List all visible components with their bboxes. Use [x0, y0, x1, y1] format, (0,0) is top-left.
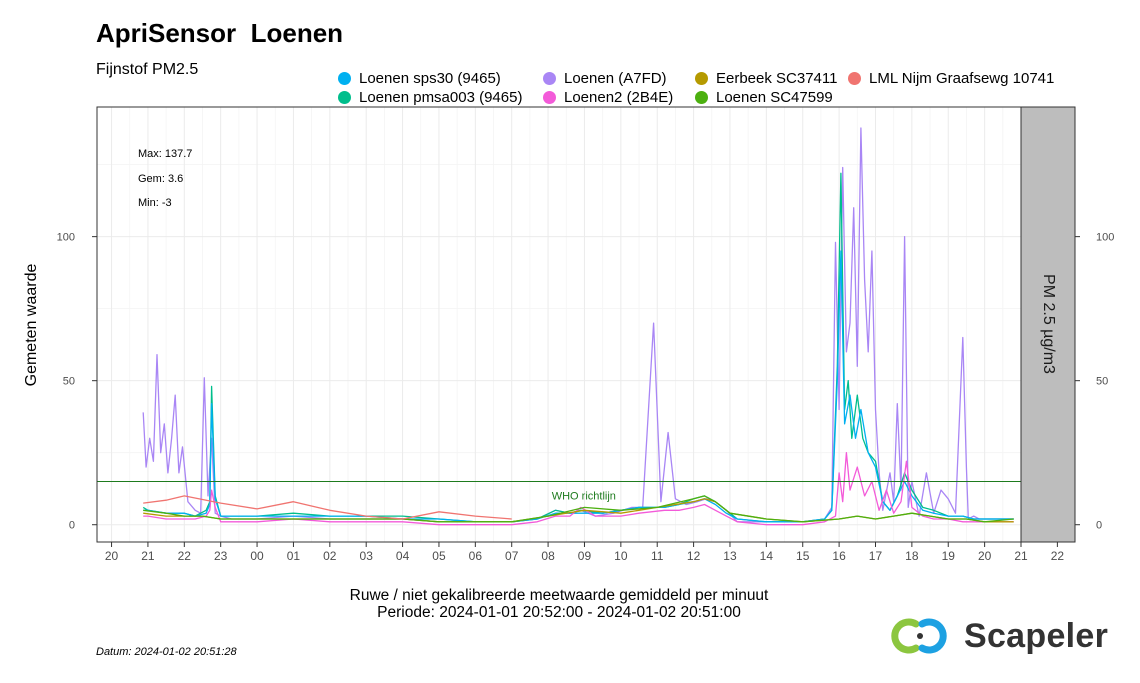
reference-lines: WHO richtlijn — [97, 481, 1021, 503]
legend-item: LML Nijm Graafsewg 10741 — [848, 69, 1054, 87]
y-tick-label-right: 100 — [1096, 232, 1114, 244]
x-axis-title-line2: Periode: 2024-01-01 20:52:00 - 2024-01-0… — [377, 604, 741, 621]
legend-label: LML Nijm Graafsewg 10741 — [869, 69, 1055, 87]
x-tick-label: 17 — [869, 549, 883, 563]
stat-gem: Gem: 3.6 — [138, 173, 183, 185]
legend-label: Loenen2 (2B4E) — [564, 88, 674, 106]
y-tick-label: 50 — [63, 376, 75, 388]
stat-max: Max: 137.7 — [138, 148, 192, 160]
scapeler-logo: Scapeler — [886, 616, 1108, 656]
plot-panel — [97, 107, 1021, 542]
x-tick-label: 07 — [505, 549, 519, 563]
page-subtitle: Fijnstof PM2.5 — [96, 61, 199, 78]
x-tick-label: 05 — [432, 549, 446, 563]
legend-swatch — [338, 71, 351, 85]
y-axis-title: Gemeten waarde — [23, 263, 40, 387]
legend-item: Eerbeek SC37411 — [695, 69, 848, 87]
x-tick-label: 06 — [469, 549, 483, 563]
x-tick-label: 18 — [905, 549, 919, 563]
legend-swatch — [695, 71, 708, 85]
x-tick-label: 19 — [942, 549, 956, 563]
facet-strip-label: PM 2.5 µg/m3 — [1040, 274, 1057, 374]
legend-swatch — [848, 71, 861, 85]
facet-strip — [1020, 106, 1076, 543]
y-tick-label-right: 0 — [1096, 520, 1102, 532]
x-tick-label: 02 — [323, 549, 337, 563]
grid-minor — [97, 107, 1021, 542]
page-title: ApriSensor Loenen — [96, 18, 344, 48]
x-tick-label: 20 — [978, 549, 992, 563]
x-tick-label: 23 — [214, 549, 228, 563]
x-tick-label: 01 — [287, 549, 301, 563]
legend-item: Loenen sps30 (9465) — [338, 69, 543, 87]
y-axis-left: 0 50 100 — [57, 232, 97, 532]
x-tick-label: 16 — [832, 549, 846, 563]
legend-swatch — [695, 90, 708, 104]
y-tick-label-right: 50 — [1096, 376, 1108, 388]
x-tick-label: 09 — [578, 549, 592, 563]
x-tick-label: 00 — [250, 549, 264, 563]
report-date: Datum: 2024-01-02 20:51:28 — [96, 646, 237, 658]
legend-label: Loenen (A7FD) — [564, 69, 667, 87]
series-line — [143, 495, 1014, 523]
legend-swatch — [338, 90, 351, 104]
x-tick-label: 04 — [396, 549, 410, 563]
legend-label: Loenen SC47599 — [716, 88, 833, 106]
x-tick-label: 12 — [687, 549, 701, 563]
legend-label: Loenen pmsa003 (9465) — [359, 88, 523, 106]
x-axis: 20 21 22 23 00 01 02 03 04 05 06 07 08 09 10 11 12 13 14 15… — [105, 542, 1065, 563]
scapeler-logo-icon — [891, 618, 947, 654]
brand-name: Scapeler — [964, 616, 1109, 655]
x-tick-label: 15 — [796, 549, 810, 563]
legend-item: Loenen SC47599 — [695, 88, 848, 106]
x-tick-label: 14 — [760, 549, 774, 563]
x-tick-label: 20 — [105, 549, 119, 563]
x-tick-label: 22 — [178, 549, 192, 563]
x-tick-label: 21 — [1014, 549, 1028, 563]
x-axis-title-line1: Ruwe / niet gekalibreerde meetwaarde gem… — [349, 587, 769, 604]
chart-legend: Loenen sps30 (9465) Loenen (A7FD) Eerbee… — [338, 69, 1054, 106]
x-tick-label: 03 — [360, 549, 374, 563]
legend-swatch — [543, 71, 556, 85]
legend-item: Loenen2 (2B4E) — [543, 88, 695, 106]
x-tick-label: 13 — [723, 549, 737, 563]
x-tick-label: 10 — [614, 549, 628, 563]
legend-swatch — [543, 90, 556, 104]
legend-item: Loenen pmsa003 (9465) — [338, 88, 543, 106]
y-axis-right: 0 50 100 — [1075, 232, 1114, 532]
x-tick-label: 11 — [651, 549, 664, 563]
stat-min: Min: -3 — [138, 197, 172, 209]
who-reference-label: WHO richtlijn — [552, 491, 616, 503]
y-tick-label: 100 — [57, 232, 75, 244]
legend-label: Eerbeek SC37411 — [716, 69, 838, 87]
x-tick-label: 08 — [541, 549, 555, 563]
x-tick-label: 22 — [1051, 549, 1065, 563]
legend-item: Loenen (A7FD) — [543, 69, 695, 87]
legend-label: Loenen sps30 (9465) — [359, 69, 501, 87]
x-tick-label: 21 — [141, 549, 155, 563]
series-line — [143, 495, 512, 520]
x-axis-title: Ruwe / niet gekalibreerde meetwaarde gem… — [350, 587, 769, 621]
y-tick-label: 0 — [69, 520, 75, 532]
